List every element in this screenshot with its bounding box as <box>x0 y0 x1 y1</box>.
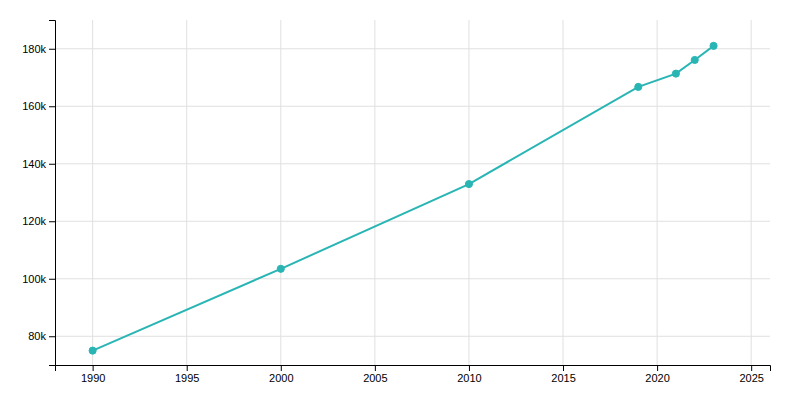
tick-mark <box>49 279 55 280</box>
tick: 2020 <box>645 365 669 384</box>
marker <box>465 181 472 188</box>
tick-mark <box>469 365 470 371</box>
tick-label: 2020 <box>645 372 669 384</box>
tick: 180k <box>22 43 55 55</box>
tick: 160k <box>22 100 55 112</box>
grid-line <box>55 106 770 107</box>
axis-line <box>49 21 56 366</box>
tick: 80k <box>28 330 55 342</box>
tick: 2010 <box>457 365 481 384</box>
plot: 1990 1995 2000 2005 2010 2015 2020 2025 80k 100k 1… <box>22 20 770 384</box>
tick-mark <box>563 365 564 371</box>
tick: 100k <box>22 273 55 285</box>
tick-mark <box>375 365 376 371</box>
grid-line <box>55 221 770 222</box>
tick-label: 140k <box>22 158 46 170</box>
tick-label: 100k <box>22 273 46 285</box>
tick: 120k <box>22 215 55 227</box>
marker <box>691 56 698 63</box>
tick-mark <box>187 365 188 371</box>
line <box>93 46 714 351</box>
tick: 2000 <box>269 365 293 384</box>
grid-line <box>92 20 93 365</box>
y-axis: 80k 100k 120k 140k 160k 180k <box>22 21 55 366</box>
tick: 1995 <box>175 365 199 384</box>
grid-line <box>468 20 469 365</box>
tick: 2015 <box>551 365 575 384</box>
grid-line <box>280 20 281 365</box>
chart: 1990 1995 2000 2005 2010 2015 2020 2025 80k 100k 1… <box>0 0 800 400</box>
tick: 1990 <box>81 365 105 384</box>
tick-mark <box>281 365 282 371</box>
tick-mark <box>49 336 55 337</box>
grid <box>55 20 770 365</box>
marker <box>635 83 642 90</box>
tick: 2025 <box>739 365 763 384</box>
tick-mark <box>751 365 752 371</box>
series <box>89 42 717 354</box>
tick: 2005 <box>363 365 387 384</box>
grid-line <box>657 20 658 365</box>
tick-label: 2025 <box>739 372 763 384</box>
tick-label: 1990 <box>81 372 105 384</box>
tick-label: 2000 <box>269 372 293 384</box>
tick-mark <box>49 106 55 107</box>
tick-label: 180k <box>22 43 46 55</box>
tick-label: 2015 <box>551 372 575 384</box>
tick-mark <box>49 221 55 222</box>
grid-line <box>374 20 375 365</box>
tick: 140k <box>22 158 55 170</box>
x-axis: 1990 1995 2000 2005 2010 2015 2020 2025 <box>56 365 771 384</box>
tick-mark <box>657 365 658 371</box>
marker <box>672 70 679 77</box>
grid-line <box>751 20 752 365</box>
grid-line <box>55 278 770 279</box>
tick-mark <box>93 365 94 371</box>
axis-line <box>56 366 771 372</box>
tick-label: 120k <box>22 215 46 227</box>
marker <box>710 42 717 49</box>
marker <box>277 265 284 272</box>
grid-line <box>563 20 564 365</box>
tick-label: 2005 <box>363 372 387 384</box>
tick-label: 2010 <box>457 372 481 384</box>
grid-line <box>55 336 770 337</box>
tick-label: 160k <box>22 100 46 112</box>
grid-line <box>186 20 187 365</box>
grid-line <box>55 163 770 164</box>
marker <box>89 347 96 354</box>
grid-line <box>55 48 770 49</box>
tick-mark <box>49 49 55 50</box>
tick-label: 1995 <box>175 372 199 384</box>
tick-mark <box>49 164 55 165</box>
tick-label: 80k <box>28 330 46 342</box>
